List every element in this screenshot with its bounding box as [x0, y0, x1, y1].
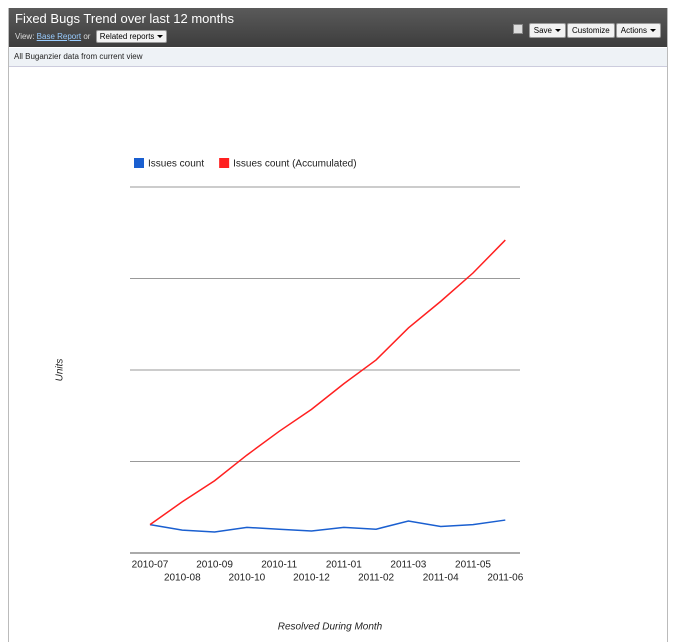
icon[interactable] [512, 23, 523, 34]
customize-button[interactable]: Customize [566, 23, 615, 38]
subheader: All Buganzier data from current view [9, 48, 667, 67]
report-frame: Fixed Bugs Trend over last 12 months Vie… [8, 8, 668, 642]
legend-swatch [134, 158, 144, 168]
actions-button[interactable]: Actions [615, 23, 661, 38]
save-button[interactable]: Save [528, 23, 566, 38]
button-label: Actions [620, 26, 647, 35]
x-tick-label: 2011-03 [390, 560, 426, 571]
legend-swatch [219, 158, 230, 168]
x-tick-label: 2010-08 [164, 573, 201, 584]
header-bar: Fixed Bugs Trend over last 12 months Vie… [9, 8, 667, 47]
report-title: Fixed Bugs Trend over last 12 months [15, 11, 234, 26]
legend-label: Issues count [148, 159, 204, 170]
button-label: Customize [571, 26, 610, 35]
x-tick-label: 2011-04 [423, 573, 459, 584]
x-tick-label: 2011-05 [455, 560, 491, 571]
y-axis-label: Units [55, 359, 66, 382]
button-row: Save Customize Actions [512, 20, 661, 38]
series-line [149, 239, 506, 526]
dropdown-label: Related reports [99, 32, 155, 41]
x-axis-label: Resolved During Month [278, 622, 383, 633]
dropdown-arrow [650, 29, 656, 33]
base-report-link[interactable]: Base Report [36, 32, 82, 41]
x-tick-label: 2010-12 [293, 573, 330, 584]
view-label: View: [15, 32, 35, 41]
button-label: Save [533, 26, 552, 35]
x-tick-label: 2010-09 [196, 560, 233, 571]
x-tick-label: 2010-10 [229, 573, 266, 584]
legend-label: Issues count (Accumulated) [233, 159, 356, 170]
view-row: View: Base Report or Related reports [15, 30, 168, 43]
dropdown-arrow [554, 29, 561, 33]
x-tick-label: 2011-06 [487, 573, 523, 584]
series-line [149, 519, 506, 533]
dropdown-arrow [157, 35, 164, 39]
x-tick-label: 2010-07 [132, 560, 169, 571]
related-reports-dropdown[interactable]: Related reports [95, 30, 168, 43]
or-text: or [83, 32, 91, 41]
x-tick-label: 2010-11 [261, 560, 297, 571]
x-tick-label: 2011-02 [358, 573, 394, 584]
x-tick-label: 2011-01 [326, 560, 362, 571]
